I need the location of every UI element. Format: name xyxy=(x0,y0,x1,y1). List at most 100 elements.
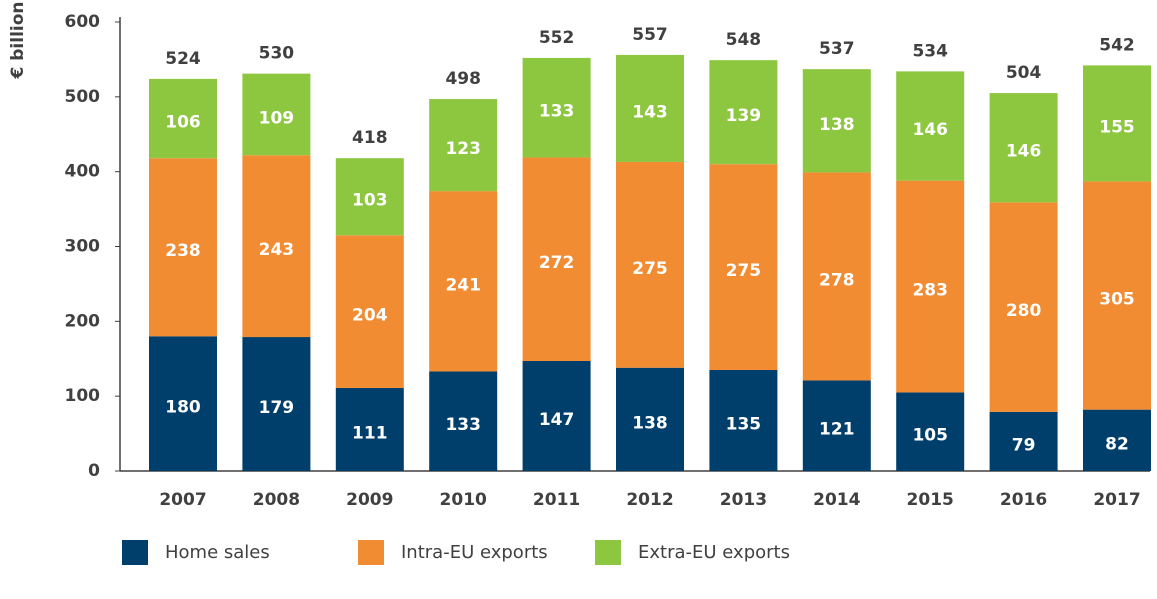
bar-segment xyxy=(989,411,1058,471)
value-label: 139 xyxy=(726,106,762,126)
value-label: 280 xyxy=(1006,301,1042,321)
y-tick-label: 0 xyxy=(88,461,100,481)
y-tick-label: 300 xyxy=(65,237,101,257)
value-label: 241 xyxy=(445,275,481,295)
value-label: 106 xyxy=(165,113,201,133)
total-label: 552 xyxy=(539,28,575,48)
value-label: 146 xyxy=(1006,142,1042,162)
bar-segment xyxy=(429,191,498,372)
total-label: 498 xyxy=(445,69,481,89)
value-label: 147 xyxy=(539,410,575,430)
legend-label: Home sales xyxy=(165,542,270,563)
y-tick-label: 100 xyxy=(65,386,101,406)
bar-segment xyxy=(429,371,498,471)
bar-segment xyxy=(335,235,404,388)
bar-segment xyxy=(149,158,217,337)
total-label: 537 xyxy=(819,39,855,59)
bar-segment xyxy=(896,180,965,393)
bar-segment xyxy=(242,155,311,338)
bar-segment xyxy=(802,172,871,381)
value-label: 272 xyxy=(539,253,575,273)
x-tick-label: 2011 xyxy=(533,490,580,510)
bar-segment xyxy=(709,369,778,471)
total-label: 504 xyxy=(1006,63,1042,83)
value-label: 204 xyxy=(352,306,388,326)
total-label: 557 xyxy=(632,25,668,45)
bar-segment xyxy=(242,73,311,156)
bar-segment xyxy=(989,202,1058,412)
value-label: 146 xyxy=(912,120,948,140)
x-tick-label: 2013 xyxy=(720,490,767,510)
x-tick-label: 2017 xyxy=(1093,490,1140,510)
bar-segment xyxy=(709,164,778,370)
value-label: 138 xyxy=(632,413,668,433)
y-tick-label: 600 xyxy=(65,12,101,32)
total-label: 548 xyxy=(726,30,762,50)
value-label: 105 xyxy=(912,426,948,446)
x-tick-label: 2007 xyxy=(159,490,206,510)
legend-label: Extra-EU exports xyxy=(638,542,790,563)
value-label: 143 xyxy=(632,102,668,122)
value-label: 135 xyxy=(726,414,762,434)
bar-segment xyxy=(522,157,591,361)
bar-segment xyxy=(335,387,404,471)
value-label: 123 xyxy=(445,139,481,159)
value-label: 179 xyxy=(259,398,295,418)
x-tick-label: 2015 xyxy=(907,490,954,510)
bar-segment xyxy=(896,71,965,181)
y-tick-label: 400 xyxy=(65,162,101,182)
bar-segment xyxy=(616,367,684,471)
bar-segment xyxy=(522,57,591,158)
value-label: 278 xyxy=(819,270,855,290)
value-label: 133 xyxy=(445,415,481,435)
bar-segment xyxy=(149,336,217,471)
y-axis-label: € billion xyxy=(8,1,28,79)
value-label: 133 xyxy=(539,102,575,122)
value-label: 138 xyxy=(819,115,855,135)
x-tick-label: 2008 xyxy=(253,490,300,510)
value-label: 275 xyxy=(632,259,668,279)
total-label: 418 xyxy=(352,128,388,148)
value-label: 275 xyxy=(726,261,762,281)
bar-segment xyxy=(1083,65,1151,182)
bar-segment xyxy=(149,78,217,159)
total-label: 542 xyxy=(1099,35,1135,55)
value-label: 109 xyxy=(259,108,295,128)
bar-segment xyxy=(1083,181,1151,410)
legend-swatch xyxy=(122,540,148,565)
x-tick-label: 2016 xyxy=(1000,490,1047,510)
value-label: 283 xyxy=(912,281,948,301)
y-tick-label: 500 xyxy=(65,87,101,107)
x-tick-label: 2014 xyxy=(813,490,860,510)
value-label: 79 xyxy=(1012,435,1036,455)
value-label: 111 xyxy=(352,423,388,443)
bar-segment xyxy=(616,161,684,368)
value-label: 155 xyxy=(1099,117,1135,137)
value-label: 121 xyxy=(819,420,855,440)
bar-segment xyxy=(522,360,591,471)
legend-label: Intra-EU exports xyxy=(401,542,548,563)
value-label: 305 xyxy=(1099,290,1135,310)
value-label: 103 xyxy=(352,191,388,211)
bar-segment xyxy=(896,392,965,471)
bar-segment xyxy=(616,54,684,162)
total-label: 524 xyxy=(165,49,201,69)
x-tick-label: 2012 xyxy=(626,490,673,510)
bar-segment xyxy=(802,69,871,173)
bar-segment xyxy=(242,337,311,471)
legend-swatch xyxy=(595,540,621,565)
value-label: 180 xyxy=(165,398,201,418)
bar-segment xyxy=(709,60,778,165)
x-tick-label: 2009 xyxy=(346,490,393,510)
total-label: 534 xyxy=(912,41,948,61)
x-tick-label: 2010 xyxy=(440,490,487,510)
value-label: 82 xyxy=(1105,434,1129,454)
total-label: 530 xyxy=(259,44,295,64)
bar-segment xyxy=(335,158,404,236)
value-label: 243 xyxy=(259,240,295,260)
bar-segment xyxy=(802,380,871,471)
legend-swatch xyxy=(358,540,384,565)
bar-segment xyxy=(989,93,1058,203)
bar-segment xyxy=(1083,409,1151,471)
